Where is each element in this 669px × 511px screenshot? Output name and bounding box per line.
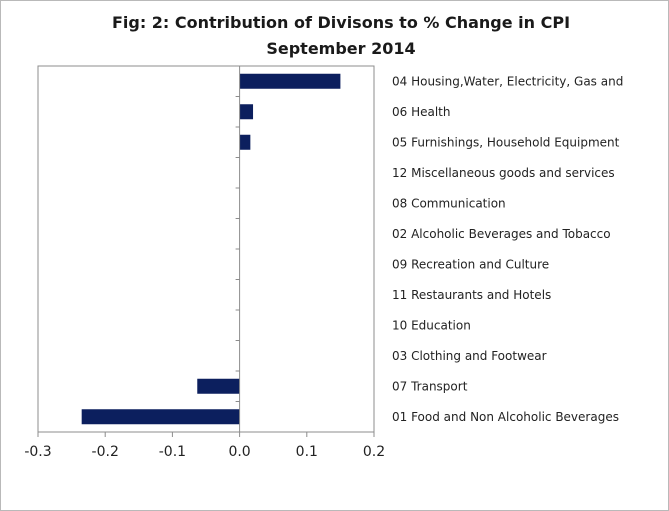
category-label: 01 Food and Non Alcoholic Beverages xyxy=(392,410,619,424)
category-label: 09 Recreation and Culture xyxy=(392,257,549,271)
category-label: 03 Clothing and Footwear xyxy=(392,349,547,363)
plot-border xyxy=(37,65,375,433)
axes xyxy=(37,65,375,437)
category-label: 02 Alcoholic Beverages and Tobacco xyxy=(392,227,611,241)
category-labels: 04 Housing,Water, Electricity, Gas and 06… xyxy=(392,74,623,424)
x-tick-label: -0.2 xyxy=(92,444,119,460)
x-tick-label: -0.3 xyxy=(24,444,51,460)
category-label: 05 Furnishings, Household Equipment xyxy=(392,135,620,149)
category-label: 10 Education xyxy=(392,318,471,332)
category-label: 07 Transport xyxy=(392,379,468,393)
x-tick-label: 0.0 xyxy=(228,444,250,460)
x-tick-labels: -0.3 -0.2 -0.1 0.0 0.1 0.2 xyxy=(24,444,385,460)
x-tick-label: 0.2 xyxy=(363,444,385,460)
category-label: 08 Communication xyxy=(392,196,506,210)
plot-area xyxy=(37,65,375,433)
bars xyxy=(81,73,341,425)
x-tick-label: 0.1 xyxy=(296,444,318,460)
category-label: 11 Restaurants and Hotels xyxy=(392,288,551,302)
bar-2 xyxy=(239,104,254,120)
bar-11 xyxy=(197,378,240,394)
bar-1 xyxy=(239,73,341,89)
bar-12 xyxy=(81,409,240,425)
chart-title: Fig: 2: Contribution of Divisons to % Ch… xyxy=(111,13,571,32)
x-tick-label: -0.1 xyxy=(159,444,186,460)
category-label: 12 Miscellaneous goods and services xyxy=(392,166,615,180)
category-label: 04 Housing,Water, Electricity, Gas and xyxy=(392,74,623,88)
category-label: 06 Health xyxy=(392,105,451,119)
chart-subtitle: September 2014 xyxy=(266,39,416,58)
bar-3 xyxy=(239,134,251,150)
